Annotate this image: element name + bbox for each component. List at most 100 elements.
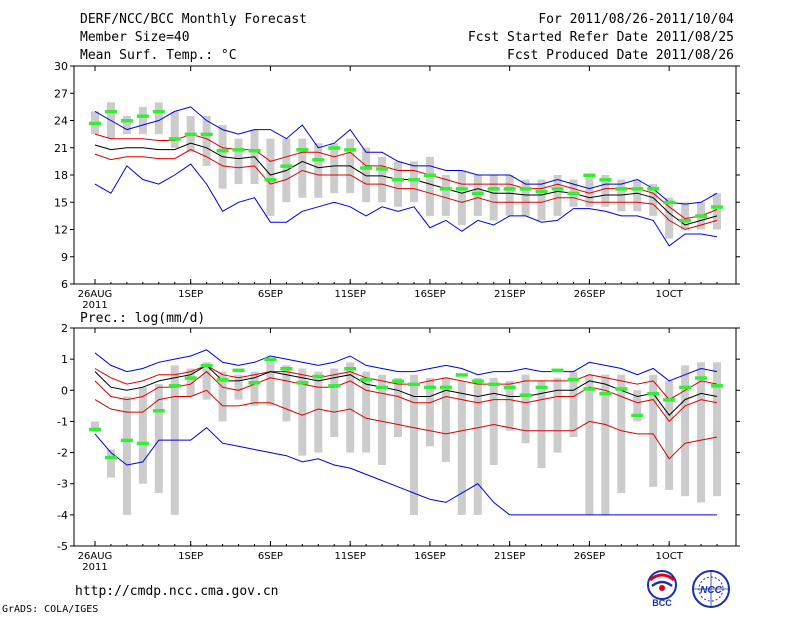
temp-spread-bar [362, 147, 371, 203]
temp-xtick-label: 26SEP [574, 289, 605, 300]
temp-observed-marker [312, 158, 325, 162]
temp-observed-marker [232, 148, 245, 152]
temp-xtick-label: 6SEP [258, 289, 283, 300]
temp-spread-bar [665, 197, 674, 239]
temp-ytick-label: 18 [54, 169, 68, 182]
prec-spread-bar [138, 387, 147, 484]
prec-observed-marker [455, 373, 468, 377]
ncc-logo-text: NCC [700, 585, 722, 596]
temp-observed-marker [407, 178, 420, 182]
temp-spread-bar [553, 175, 562, 216]
temp-lower-line [94, 149, 718, 231]
temp-observed-marker [487, 187, 500, 191]
temp-ytick-label: 30 [54, 60, 68, 73]
prec-spread-bar [441, 377, 450, 462]
temp-spread-bar [457, 170, 466, 225]
source-url[interactable]: http://cmdp.ncc.cma.gov.cn [75, 584, 279, 599]
temp-observed-marker [679, 218, 692, 223]
prec-variable-label: Prec.: log(mm/d) [80, 311, 206, 326]
prec-ytick-label: -3 [57, 478, 68, 491]
prec-spread-bar [186, 368, 195, 397]
temp-spread-bar [649, 184, 658, 216]
prec-spread-bar [553, 377, 562, 453]
temp-observed-marker [471, 191, 484, 196]
temp-mean-line [94, 142, 718, 226]
temp-observed-marker [599, 178, 612, 182]
prec-observed-marker [120, 438, 133, 443]
prec-min-line [94, 427, 717, 516]
temp-observed-marker [264, 178, 277, 182]
prec-observed-marker [328, 384, 341, 388]
chart-title: DERF/NCC/BCC Monthly Forecast [80, 12, 307, 27]
prec-observed-marker [663, 398, 676, 402]
prec-frame [73, 327, 737, 547]
prec-spread-bar [713, 362, 721, 497]
prec-observed-marker [535, 385, 548, 390]
prec-xtick-label: 26SEP [574, 551, 605, 562]
temp-observed-marker [711, 205, 723, 209]
prec-spread-bar [681, 365, 690, 497]
prec-lower2-line [94, 389, 718, 460]
prec-observed-marker [360, 377, 373, 382]
temp-spread-bar [505, 175, 514, 216]
prec-observed-marker [407, 382, 420, 387]
temp-xtick-label: 11SEP [334, 289, 365, 300]
temp-observed-marker [535, 189, 548, 194]
temp-spread-bar [394, 161, 403, 207]
temp-spread-bar [585, 175, 594, 207]
prec-spread-bar [457, 380, 466, 515]
temp-observed-marker [423, 173, 436, 177]
prec-ytick-label: -2 [57, 447, 68, 460]
temp-spread-bar [266, 138, 275, 216]
temp-xtick-label: 1OCT [655, 289, 683, 300]
temp-xtick-label: 1SEP [178, 289, 203, 300]
temp-observed-marker [168, 137, 181, 141]
prec-spread-bar [314, 371, 323, 453]
prec-observed-marker [136, 441, 149, 446]
prec-spread-bar [473, 377, 482, 515]
prec-spread-bar [585, 374, 594, 515]
prec-observed-marker [280, 366, 293, 371]
prec-ytick-label: 0 [61, 384, 68, 397]
prec-observed-marker [89, 427, 101, 432]
prec-spread-bar [266, 359, 275, 406]
prec-max-line [94, 349, 718, 382]
prec-spread-bar [665, 380, 674, 490]
temp-observed-marker [328, 146, 341, 150]
temp-observed-marker [184, 132, 197, 137]
temp-observed-marker [631, 187, 644, 191]
temp-max-line [94, 106, 718, 205]
prec-spread-bar [425, 377, 434, 447]
temp-frame [73, 65, 737, 285]
temp-observed-marker [120, 119, 133, 123]
temp-spread-bar [681, 202, 690, 230]
temp-xtick-sublabel: 2011 [82, 300, 107, 311]
prec-spread-bar [346, 362, 355, 453]
prec-xtick-sublabel: 2011 [82, 562, 107, 573]
prec-xtick-label: 26AUG [78, 551, 113, 562]
prec-xtick-label: 16SEP [414, 551, 445, 562]
prec-observed-marker [439, 385, 452, 390]
prec-observed-marker [296, 381, 309, 385]
temp-spread-bar [713, 193, 721, 230]
prec-observed-marker [392, 379, 405, 383]
prec-observed-marker [711, 384, 723, 388]
prec-ytick-label: -1 [57, 415, 68, 428]
prec-observed-marker [423, 385, 436, 390]
prec-observed-marker [168, 384, 181, 388]
prec-observed-marker [631, 413, 644, 418]
temp-observed-marker [615, 187, 628, 191]
prec-observed-marker [503, 385, 516, 390]
prec-spread-bar [633, 390, 642, 422]
temp-observed-marker [503, 187, 516, 191]
prec-observed-marker [344, 366, 357, 371]
prec-xtick-label: 1OCT [655, 551, 683, 562]
temp-xtick-label: 26AUG [78, 289, 113, 300]
prec-spread-bar [489, 377, 498, 466]
temp-observed-marker [136, 114, 149, 118]
temp-observed-marker [519, 187, 532, 191]
temp-spread-bar [170, 111, 179, 148]
temp-ytick-label: 24 [54, 115, 68, 128]
temp-observed-marker [296, 148, 309, 152]
